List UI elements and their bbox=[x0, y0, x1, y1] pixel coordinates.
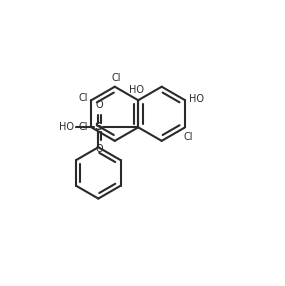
Text: HO: HO bbox=[129, 85, 144, 95]
Text: Cl: Cl bbox=[111, 73, 121, 83]
Text: O: O bbox=[96, 100, 103, 110]
Text: Cl: Cl bbox=[78, 93, 88, 103]
Text: Cl: Cl bbox=[78, 122, 88, 132]
Text: Cl: Cl bbox=[183, 132, 193, 142]
Text: HO: HO bbox=[190, 94, 204, 104]
Text: S: S bbox=[94, 122, 102, 132]
Text: HO: HO bbox=[59, 122, 74, 132]
Text: O: O bbox=[96, 144, 103, 154]
